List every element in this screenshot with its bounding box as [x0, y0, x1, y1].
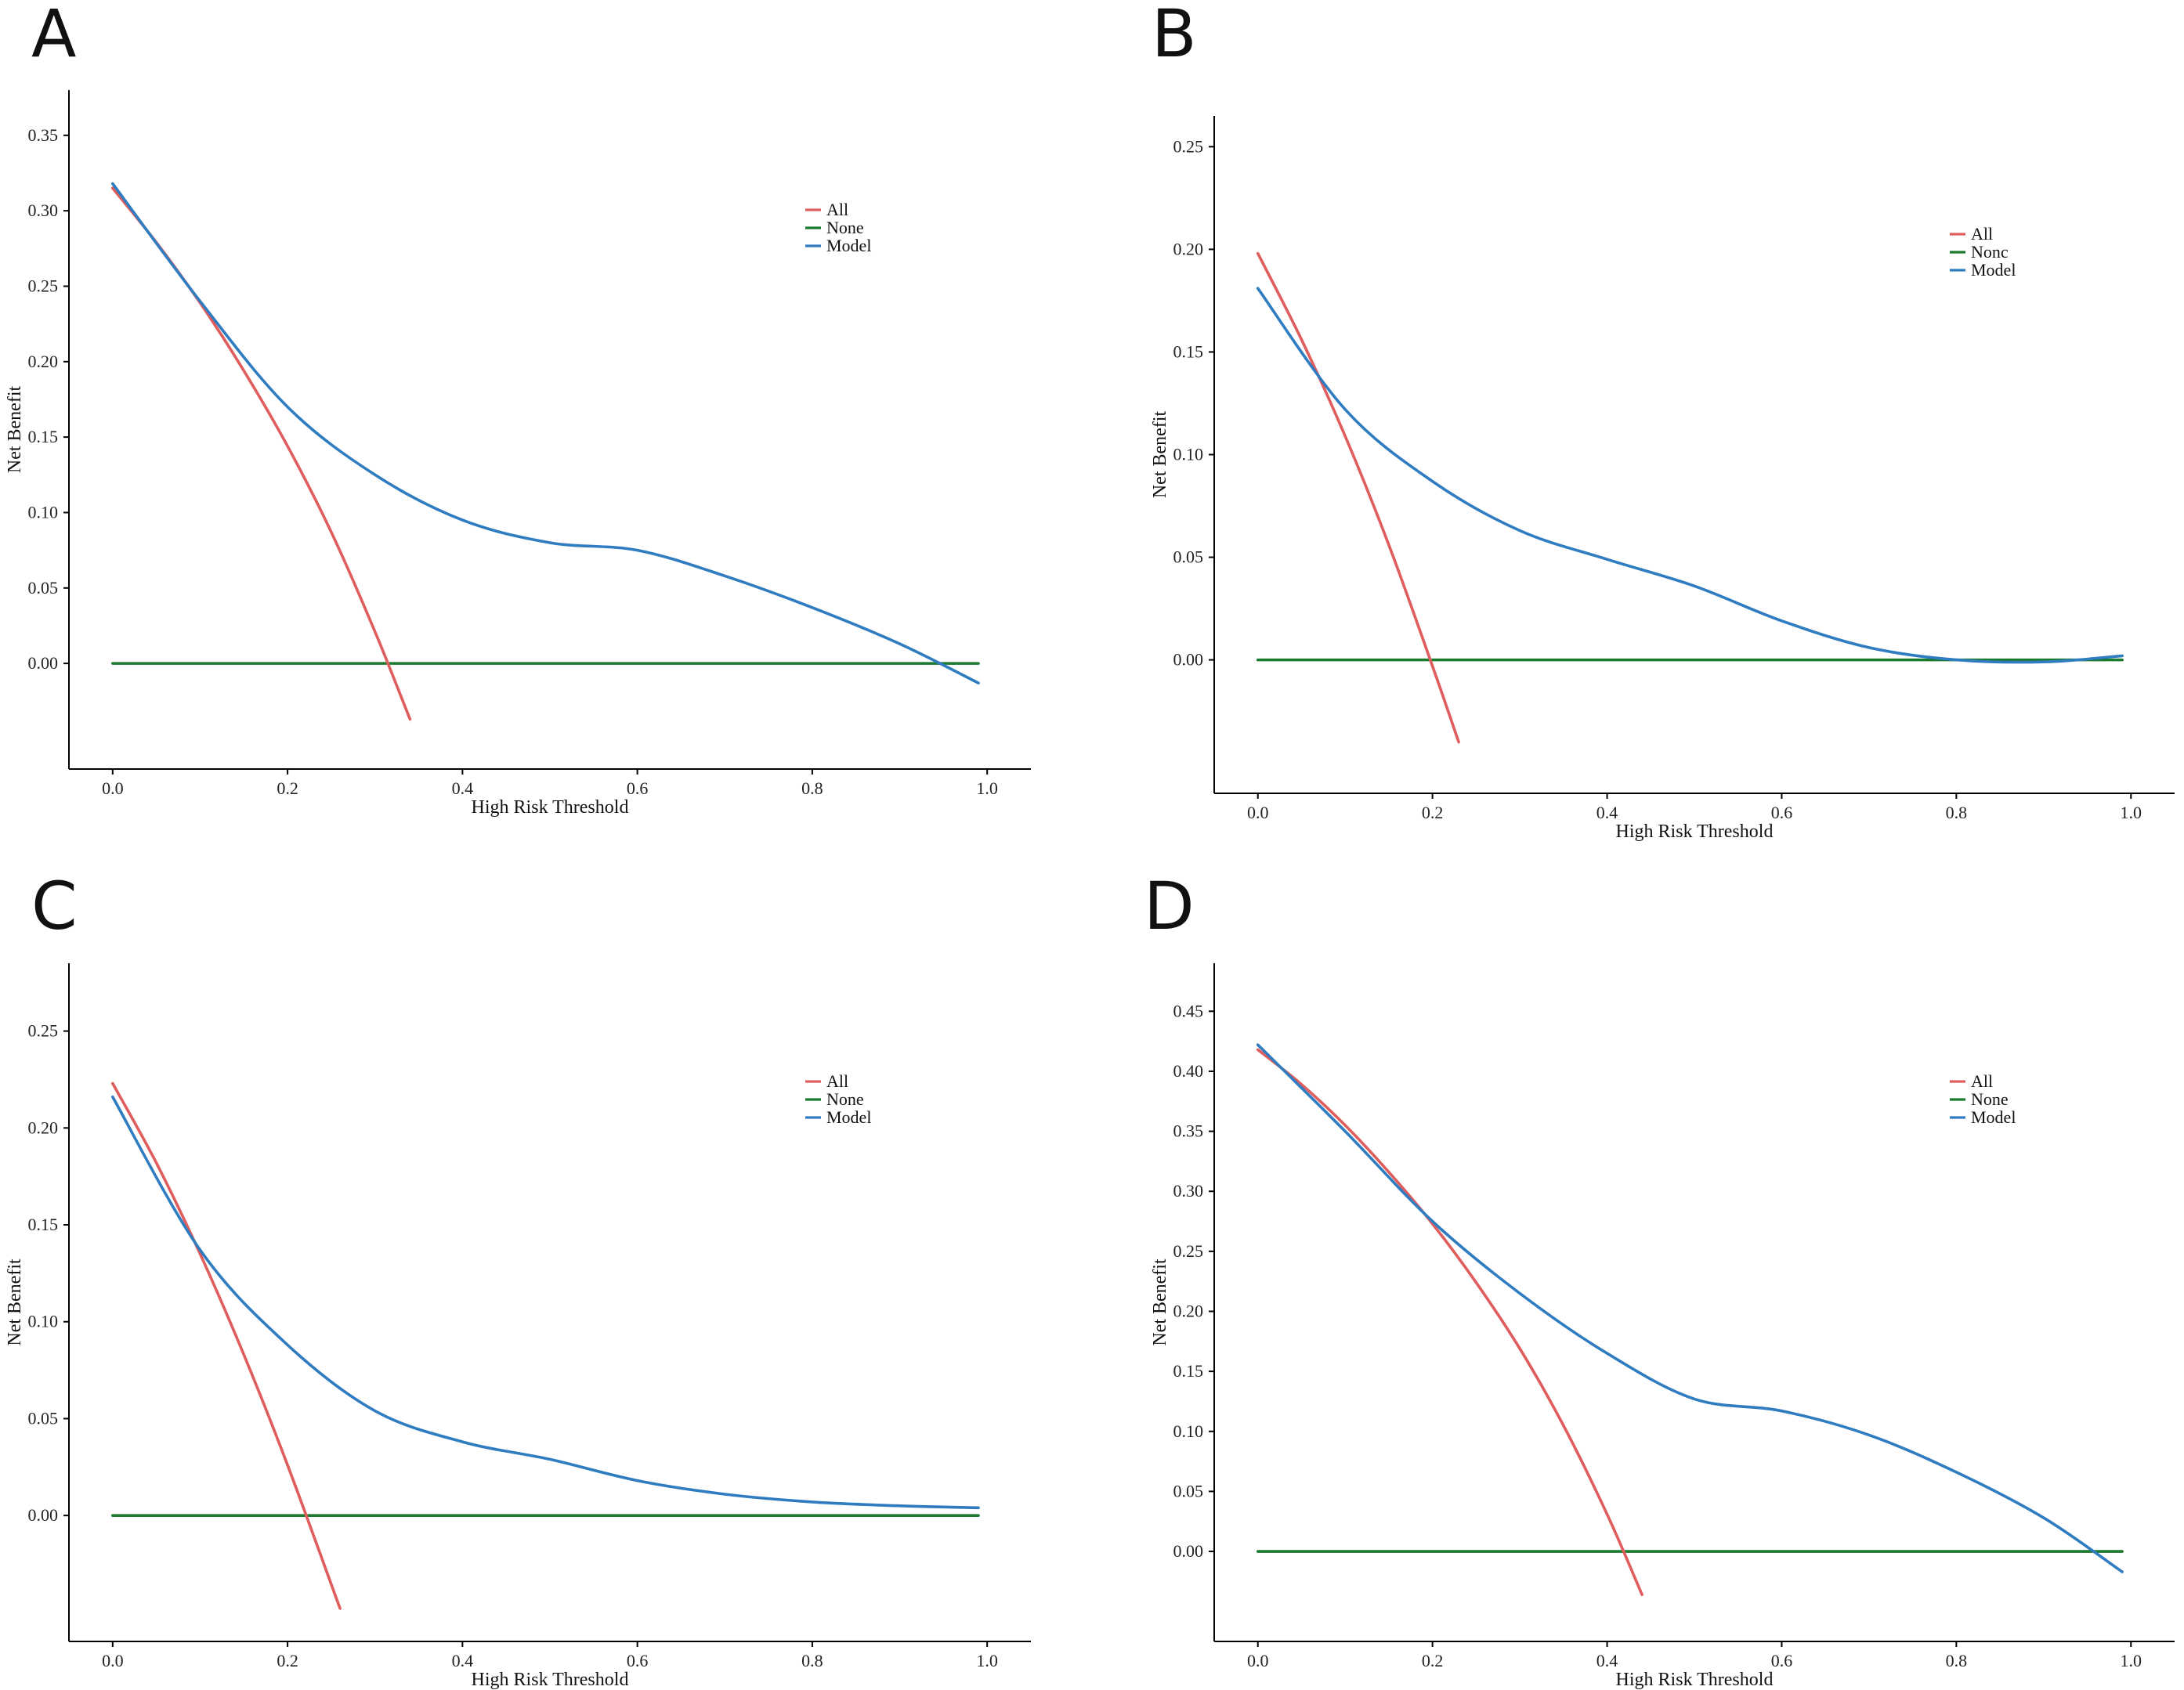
y-tick-label: 0.10 — [1173, 445, 1204, 464]
y-axis-title: Net Benefit — [1150, 411, 1170, 499]
legend-label-nonc: Nonc — [1971, 242, 2009, 262]
series-line-model — [1256, 1043, 2124, 1573]
x-tick-label: 0.6 — [1771, 1651, 1793, 1670]
y-axis-title: Net Benefit — [1150, 1258, 1170, 1346]
x-tick-label: 1.0 — [976, 778, 998, 798]
x-tick-label: 1.0 — [2121, 803, 2142, 822]
y-axis-title: Net Benefit — [5, 386, 25, 474]
x-tick-label: 0.8 — [1946, 803, 1968, 822]
y-tick-label: 0.05 — [28, 1408, 59, 1428]
x-tick-label: 0.0 — [1247, 803, 1269, 822]
legend-label-all: All — [1971, 224, 1993, 244]
x-tick-label: 0.8 — [801, 778, 823, 798]
panel-letter-d: D — [1144, 868, 1195, 944]
y-tick-label: 0.20 — [1173, 239, 1204, 258]
x-tick-label: 0.2 — [277, 1651, 298, 1670]
y-tick-label: 0.05 — [28, 578, 59, 598]
x-tick-label: 0.6 — [627, 778, 649, 798]
series-line-model — [111, 1095, 980, 1510]
y-axis-title: Net Benefit — [5, 1258, 25, 1346]
legend-label-all: All — [826, 200, 848, 219]
x-tick-label: 0.4 — [452, 778, 474, 798]
x-tick-label: 0.0 — [1247, 1651, 1269, 1670]
x-axis-title: High Risk Threshold — [472, 1670, 629, 1690]
y-tick-label: 0.25 — [1173, 1241, 1204, 1261]
y-tick-label: 0.20 — [28, 1118, 59, 1137]
legend-label-none: None — [1971, 1089, 2009, 1109]
panel-letter-a: A — [31, 0, 76, 72]
y-tick-label: 0.45 — [1173, 1001, 1204, 1020]
series-line-all — [111, 1082, 342, 1610]
x-tick-label: 0.6 — [1771, 803, 1793, 822]
chart-panel-b: 0.00 0.05 0.10 0.15 0.20 0.25 0.0 0.2 0.4 0.6 0.8 1… — [1150, 116, 2175, 842]
x-tick-label: 0.2 — [1422, 1651, 1444, 1670]
y-tick-label: 0.05 — [1173, 1481, 1204, 1500]
series-line-all — [1256, 1048, 1643, 1596]
x-axis-title: High Risk Threshold — [1616, 822, 1774, 842]
y-tick-label: 0.15 — [28, 1215, 59, 1234]
y-tick-label: 0.20 — [1173, 1301, 1204, 1320]
x-tick-label: 0.0 — [102, 1651, 124, 1670]
y-tick-label: 0.25 — [1173, 136, 1204, 156]
x-tick-label: 0.8 — [1946, 1651, 1968, 1670]
y-tick-label: 0.30 — [1173, 1181, 1204, 1201]
y-tick-label: 0.30 — [28, 200, 59, 220]
series-line-all — [111, 186, 412, 721]
panel-letter-c: C — [31, 868, 78, 944]
y-tick-label: 0.05 — [1173, 547, 1204, 567]
legend-label-all: All — [826, 1071, 848, 1091]
x-tick-label: 0.4 — [1596, 1651, 1618, 1670]
x-tick-label: 0.2 — [1422, 803, 1444, 822]
legend-label-model: Model — [1971, 260, 2016, 280]
y-tick-label: 0.40 — [1173, 1061, 1204, 1081]
x-tick-label: 0.2 — [277, 778, 298, 798]
y-tick-label: 0.35 — [28, 125, 59, 145]
y-tick-label: 0.00 — [28, 1505, 59, 1525]
chart-panel-a: 0.00 0.05 0.10 0.15 0.20 0.25 0.30 0.35 0.0 0.2 0.… — [5, 90, 1031, 818]
x-tick-label: 0.4 — [1596, 803, 1618, 822]
y-tick-label: 0.35 — [1173, 1121, 1204, 1141]
legend-label-model: Model — [826, 236, 871, 255]
y-tick-label: 0.00 — [1173, 650, 1204, 670]
chart-panel-d: 0.00 0.05 0.10 0.15 0.20 0.25 0.30 0.35 0.40 0.45… — [1150, 963, 2175, 1690]
y-tick-label: 0.25 — [28, 1021, 59, 1041]
legend-label-model: Model — [826, 1107, 871, 1127]
panel-letter-b: B — [1152, 0, 1197, 72]
x-tick-label: 0.8 — [801, 1651, 823, 1670]
y-tick-label: 0.10 — [28, 1312, 59, 1331]
x-axis-title: High Risk Threshold — [472, 797, 629, 818]
series-line-all — [1256, 251, 1460, 744]
y-tick-label: 0.15 — [28, 427, 59, 446]
y-tick-label: 0.10 — [28, 502, 59, 522]
y-tick-label: 0.20 — [28, 352, 59, 371]
y-tick-label: 0.10 — [1173, 1421, 1204, 1441]
x-tick-label: 0.6 — [627, 1651, 649, 1670]
x-tick-label: 0.0 — [102, 778, 124, 798]
legend-label-model: Model — [1971, 1107, 2016, 1127]
chart-panel-c: 0.00 0.05 0.10 0.15 0.20 0.25 0.0 0.2 0.4 0.6 0.8 1… — [5, 963, 1031, 1690]
y-tick-label: 0.15 — [1173, 341, 1204, 361]
series-line-model — [111, 182, 980, 684]
series-line-model — [1256, 287, 2124, 664]
y-tick-label: 0.00 — [1173, 1541, 1204, 1561]
y-tick-label: 0.25 — [28, 276, 59, 295]
y-tick-label: 0.15 — [1173, 1361, 1204, 1381]
legend-label-none: None — [826, 1089, 864, 1109]
x-axis-title: High Risk Threshold — [1616, 1670, 1774, 1690]
legend-label-none: None — [826, 218, 864, 237]
x-tick-label: 0.4 — [452, 1651, 474, 1670]
x-tick-label: 1.0 — [976, 1651, 998, 1670]
y-tick-label: 0.00 — [28, 653, 59, 673]
x-tick-label: 1.0 — [2121, 1651, 2142, 1670]
legend-label-all: All — [1971, 1071, 1993, 1091]
